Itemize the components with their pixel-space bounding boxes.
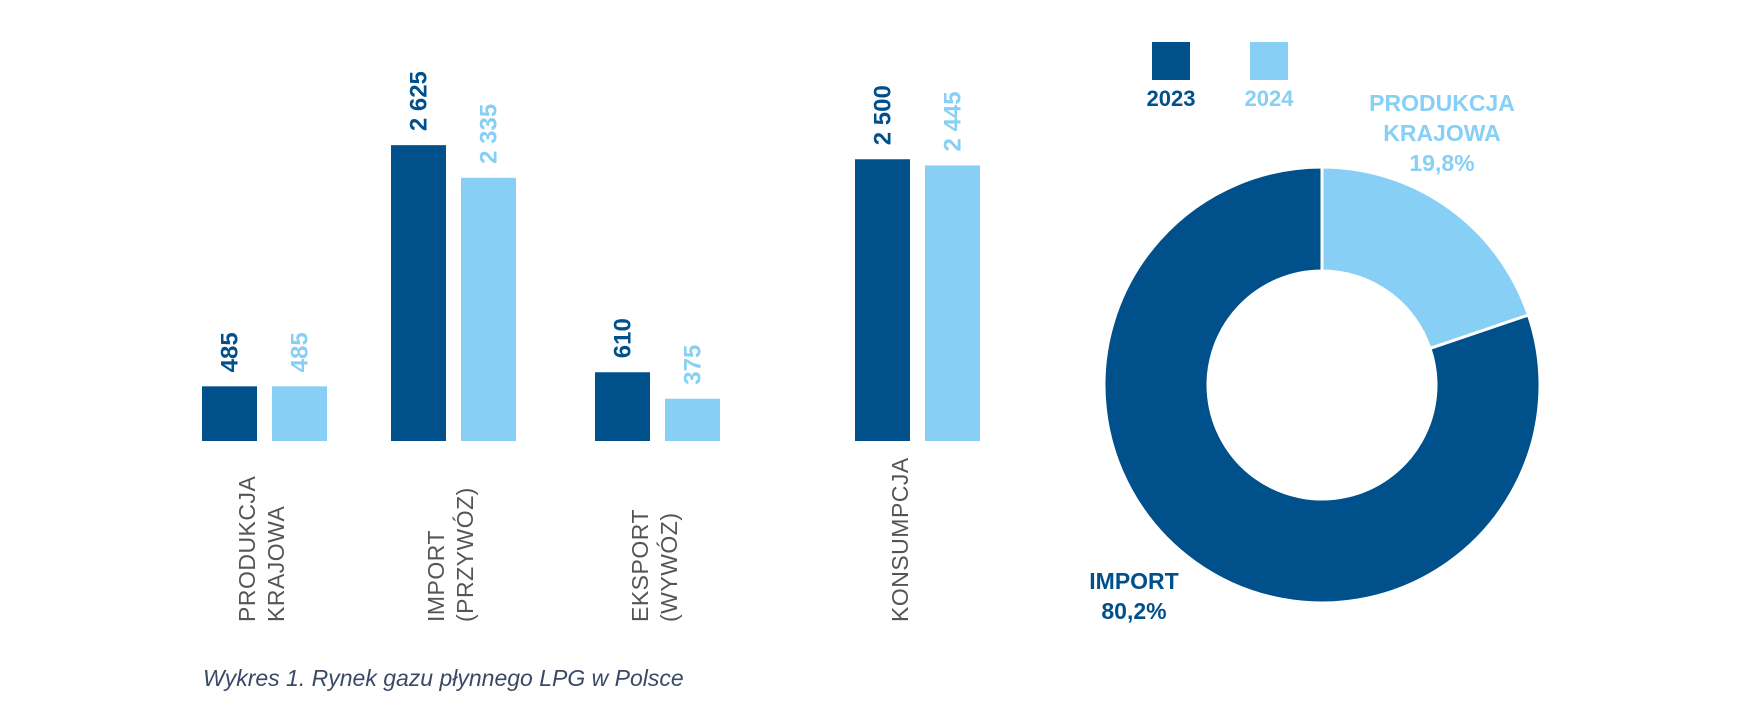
donut-slice-1: [1102, 165, 1542, 605]
legend: 2023 2024: [1147, 42, 1295, 111]
category-label-2-line-1: (WYWÓZ): [656, 512, 682, 622]
bar-2023-cat-3: [855, 159, 910, 441]
donut-label-produkcja-value: 19,8%: [1409, 150, 1474, 176]
donut-chart: [1102, 165, 1542, 605]
donut-label-produkcja: PRODUKCJA KRAJOWA 19,8%: [1369, 90, 1515, 176]
bar-2023-cat-2: [595, 372, 650, 441]
chart-caption: Wykres 1. Rynek gazu płynnego LPG w Pols…: [203, 665, 684, 691]
bar-2024-cat-1: [461, 177, 516, 441]
category-label-1-line-0: IMPORT: [423, 530, 449, 622]
bar-2024-cat-3: [925, 165, 980, 442]
value-label-2024-cat-0: 485: [287, 332, 314, 372]
legend-label-2023: 2023: [1147, 86, 1196, 111]
value-label-2024-cat-2: 375: [680, 345, 707, 385]
donut-slice-0: [1320, 165, 1531, 351]
category-label-3-line-0: KONSUMPCJA: [887, 457, 913, 622]
bar-2024-cat-2: [665, 398, 720, 441]
bar-chart: 485 2 625 610 2 500 485 2 335 375 2 445 PRODUKCJ…: [202, 71, 980, 622]
value-label-2023-cat-3: 2 500: [870, 85, 897, 145]
value-label-2024-cat-3: 2 445: [940, 91, 967, 151]
legend-label-2024: 2024: [1245, 86, 1295, 111]
legend-swatch-2024: [1250, 42, 1288, 80]
legend-swatch-2023: [1152, 42, 1190, 80]
bar-2023-cat-0: [202, 386, 257, 441]
value-label-2023-cat-1: 2 625: [406, 71, 433, 131]
bar-2023-cat-1: [391, 145, 446, 441]
category-label-2-line-0: EKSPORT: [627, 509, 653, 622]
donut-label-import: IMPORT 80,2%: [1089, 568, 1178, 624]
value-label-2023-cat-0: 485: [217, 332, 244, 372]
category-label-0-line-1: KRAJOWA: [263, 505, 289, 622]
donut-label-import-line1: IMPORT: [1089, 568, 1178, 594]
category-label-0-line-0: PRODUKCJA: [234, 475, 260, 622]
donut-label-produkcja-line1: PRODUKCJA: [1369, 90, 1515, 116]
value-label-2023-cat-2: 610: [610, 318, 637, 358]
donut-label-import-value: 80,2%: [1101, 598, 1166, 624]
category-label-1-line-1: (PRZYWÓZ): [452, 487, 478, 622]
donut-label-produkcja-line2: KRAJOWA: [1383, 120, 1501, 146]
bar-2024-cat-0: [272, 386, 327, 441]
value-label-2024-cat-1: 2 335: [476, 104, 503, 164]
